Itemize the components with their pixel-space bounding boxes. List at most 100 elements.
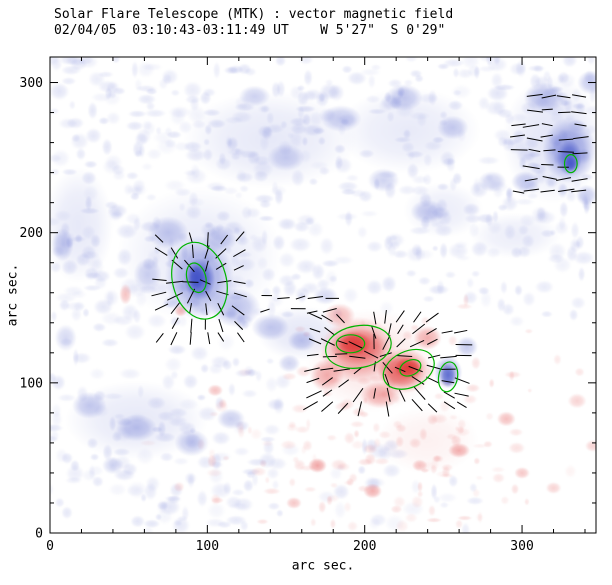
field-vector	[425, 312, 439, 323]
x-tick-label: 100	[196, 539, 219, 554]
field-vector	[385, 401, 390, 417]
field-vector	[199, 279, 211, 285]
field-vector	[395, 310, 405, 323]
field-vector	[364, 350, 379, 359]
field-vector	[396, 338, 406, 348]
field-vector	[189, 332, 192, 345]
field-overlays	[151, 93, 589, 417]
field-vector	[215, 262, 227, 270]
field-vector	[454, 392, 469, 397]
field-vector	[522, 165, 540, 170]
field-vector	[204, 260, 209, 272]
field-vector	[320, 367, 334, 371]
field-vector	[322, 389, 333, 397]
field-vector	[205, 290, 212, 302]
field-contour	[335, 334, 366, 354]
field-vector	[170, 302, 181, 315]
field-vector	[443, 401, 456, 410]
field-vector	[182, 281, 199, 283]
field-vector	[573, 136, 589, 140]
field-vector	[572, 94, 587, 98]
field-vector	[306, 353, 319, 357]
y-tick-label: 200	[20, 226, 43, 241]
field-vector	[441, 380, 455, 384]
field-vector	[556, 177, 572, 182]
field-vector	[349, 355, 366, 359]
field-vector	[306, 390, 322, 399]
field-vector	[522, 124, 540, 128]
field-contour	[437, 361, 459, 393]
field-vector	[527, 109, 544, 113]
field-vector	[155, 333, 164, 343]
field-vector	[557, 151, 575, 153]
field-vector	[386, 387, 391, 402]
field-vector	[510, 134, 525, 138]
field-vector	[233, 249, 246, 258]
field-vector	[307, 295, 324, 300]
y-tick-label: 300	[20, 76, 43, 91]
field-vector	[558, 138, 574, 141]
plot-subtitle: 02/04/05 03:10:43-03:11:49 UT W 5'27" S …	[54, 23, 446, 38]
field-vector	[233, 265, 244, 271]
field-vector	[395, 354, 413, 357]
field-vector	[556, 95, 571, 99]
x-axis-label: arc sec.	[291, 558, 355, 574]
field-vector	[526, 93, 543, 97]
field-vector	[277, 297, 290, 300]
field-vector	[235, 231, 245, 242]
field-vector	[324, 327, 335, 336]
field-vector	[426, 376, 440, 384]
field-vector	[526, 137, 543, 142]
field-vector	[528, 148, 541, 153]
field-vector	[441, 330, 453, 334]
field-vector	[541, 108, 553, 111]
field-vector	[322, 307, 337, 313]
field-vector	[189, 303, 192, 314]
field-vector	[309, 328, 321, 333]
field-vector	[260, 308, 270, 313]
field-contour	[399, 358, 422, 377]
field-vector	[454, 329, 468, 334]
field-vector	[154, 234, 164, 243]
field-vector	[357, 401, 363, 417]
field-vector	[542, 176, 557, 180]
field-contour	[382, 348, 435, 390]
field-vector	[154, 303, 169, 311]
field-vector	[151, 291, 167, 297]
field-vector	[207, 332, 211, 345]
plot-title: Solar Flare Telescope (MTK) : vector mag…	[54, 7, 454, 22]
field-vector	[371, 325, 377, 339]
field-vector	[303, 401, 318, 411]
field-vector	[233, 280, 246, 285]
field-vector	[379, 352, 392, 358]
field-vector	[388, 323, 392, 336]
field-vector	[426, 328, 437, 335]
field-contour	[563, 154, 578, 174]
field-vector	[165, 280, 184, 284]
field-vector	[167, 292, 183, 301]
field-vector	[170, 332, 178, 346]
field-vector	[191, 244, 194, 259]
field-vector	[220, 234, 229, 245]
x-tick-label: 300	[510, 539, 533, 554]
field-vector	[373, 311, 377, 325]
field-vector	[398, 389, 406, 402]
field-vector	[456, 401, 467, 408]
field-vector	[234, 321, 244, 331]
field-vector	[409, 339, 425, 348]
x-tick-label: 200	[353, 539, 376, 554]
field-vector	[154, 247, 168, 256]
field-vector	[217, 302, 225, 316]
field-vector	[574, 123, 587, 127]
field-vector	[237, 332, 245, 343]
field-vector	[171, 317, 179, 330]
field-vector	[443, 391, 455, 399]
field-vector	[427, 354, 441, 359]
field-vector	[571, 111, 587, 115]
field-vector	[373, 388, 377, 399]
field-vector	[427, 403, 438, 413]
field-vector	[558, 188, 575, 192]
y-axis-label: arc sec.	[5, 263, 21, 327]
